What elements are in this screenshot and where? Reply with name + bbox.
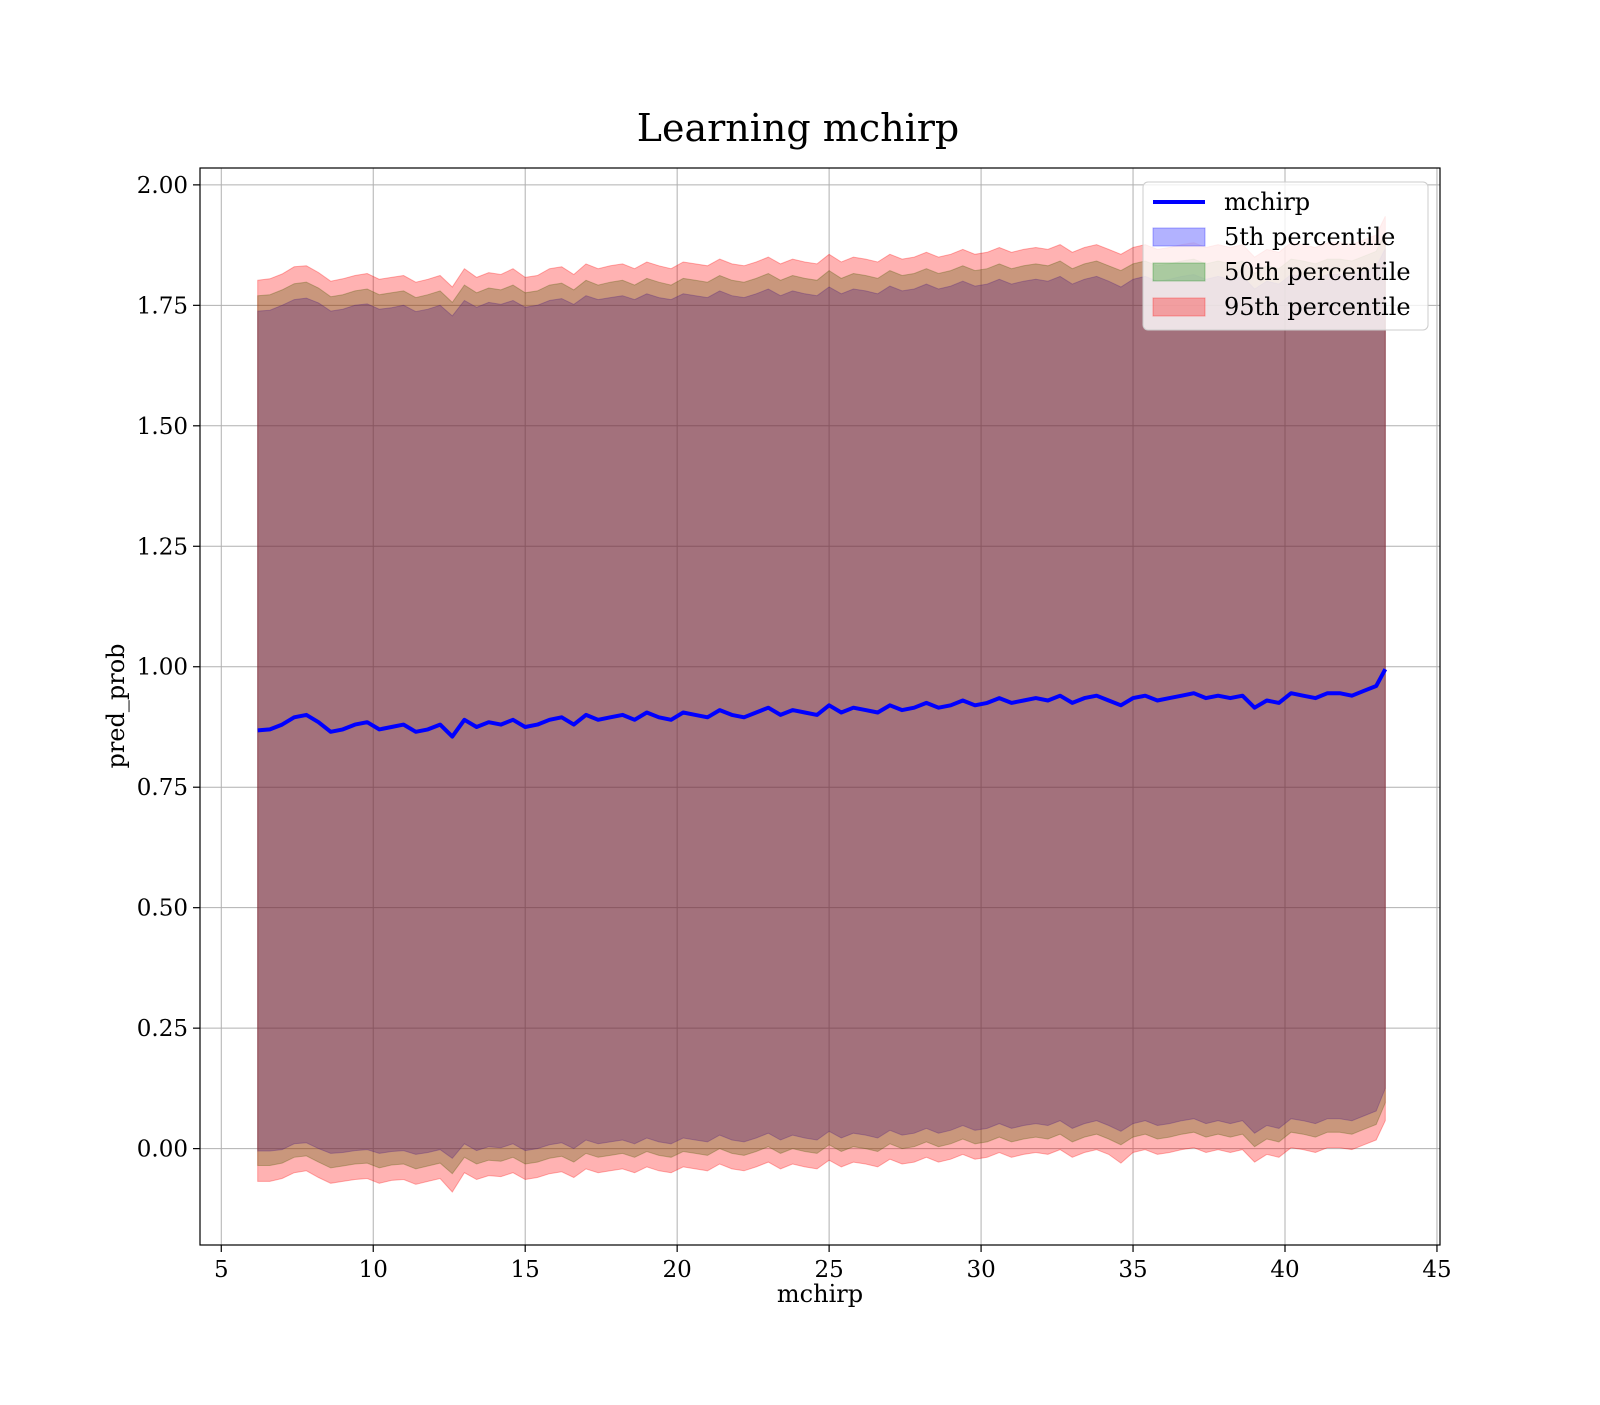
legend: mchirp 5th percentile 50th percentile 95th … [1142, 181, 1429, 331]
legend-swatch [1152, 297, 1206, 317]
y-axis-label: pred_prob [102, 643, 130, 768]
y-tick-label: 0.00 [137, 1137, 188, 1163]
x-tick-label: 5 [214, 1257, 229, 1283]
legend-label: mchirp [1224, 188, 1310, 216]
band-95th-percentile [257, 215, 1386, 1193]
x-tick-label: 25 [814, 1257, 843, 1283]
y-tick-label: 0.25 [137, 1016, 188, 1042]
x-tick-label: 20 [663, 1257, 692, 1283]
plot-area [199, 167, 1441, 1246]
band-50th-percentile [257, 232, 1386, 1175]
y-tick-label: 1.00 [137, 655, 188, 681]
plot-frame [199, 167, 1441, 1246]
series-lines [257, 668, 1388, 739]
y-tick-label: 2.00 [137, 173, 188, 199]
y-tick-label: 0.75 [137, 775, 188, 801]
x-tick-label: 15 [511, 1257, 540, 1283]
x-axis-ticks: 5 10 15 20 25 30 35 40 45 [214, 1245, 1452, 1283]
x-axis-label: mchirp [777, 1280, 863, 1308]
legend-swatch [1152, 227, 1206, 247]
y-tick-label: 1.75 [137, 293, 188, 319]
legend-label: 95th percentile [1224, 293, 1411, 321]
grid [200, 168, 1440, 1245]
x-tick-label: 45 [1422, 1257, 1451, 1283]
x-tick-label: 30 [966, 1257, 995, 1283]
y-tick-label: 1.25 [137, 534, 188, 560]
x-tick-label: 10 [359, 1257, 388, 1283]
y-tick-label: 0.50 [137, 896, 188, 922]
legend-label: 5th percentile [1224, 223, 1395, 251]
series-line-mchirp [257, 668, 1388, 739]
y-tick-label: 1.50 [137, 414, 188, 440]
x-tick-label: 40 [1270, 1257, 1299, 1283]
x-tick-label: 35 [1118, 1257, 1147, 1283]
chart-title: Learning mchirp [637, 106, 959, 150]
y-axis-ticks: 0.00 0.25 0.50 0.75 1.00 1.25 1.50 1.75 2.00 [137, 173, 200, 1163]
legend-box [1142, 181, 1429, 331]
percentile-bands [257, 215, 1386, 1193]
legend-label: 50th percentile [1224, 258, 1411, 286]
legend-swatch [1152, 262, 1206, 282]
band-5th-percentile [257, 248, 1386, 1159]
